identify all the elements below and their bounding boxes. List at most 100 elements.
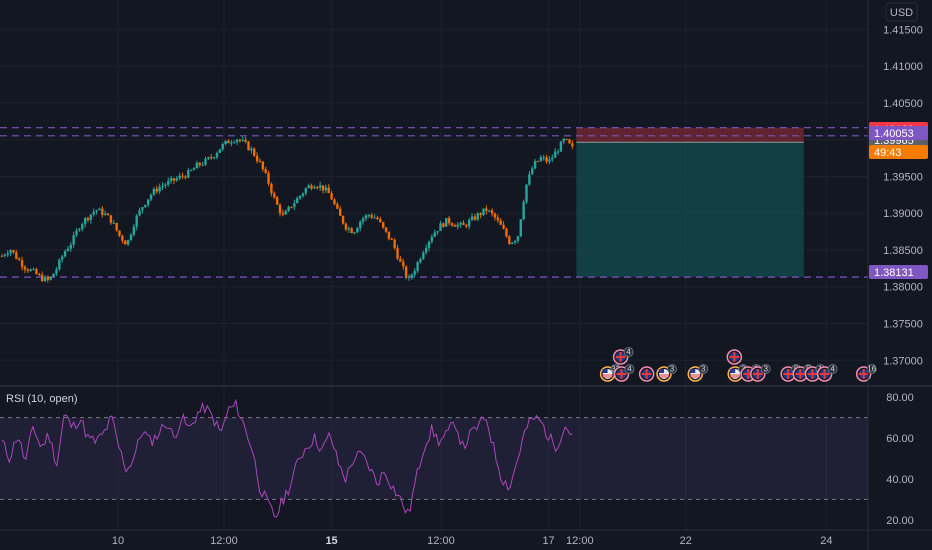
candle-body <box>556 151 560 153</box>
flag-canton <box>659 369 665 373</box>
event-count-badge <box>698 364 709 374</box>
event-marker[interactable] <box>726 349 743 365</box>
candle-body <box>132 226 136 235</box>
candle-body <box>192 168 196 171</box>
candle-body <box>124 240 127 245</box>
candle-body <box>144 204 147 208</box>
event-count-badge <box>624 364 635 374</box>
candle-body <box>482 208 485 216</box>
event-marker[interactable]: 4 <box>613 364 635 382</box>
candle-body <box>235 139 239 143</box>
candle-body <box>161 185 164 187</box>
event-marker[interactable]: 4 <box>816 364 838 382</box>
take-profit-zone[interactable] <box>576 142 804 278</box>
rsi-line <box>1 398 573 518</box>
candle-body <box>267 172 270 184</box>
candle-body <box>35 269 38 275</box>
candle-body <box>344 223 348 230</box>
price-tick-label: 1.38500 <box>883 245 923 257</box>
candle-body <box>230 142 233 144</box>
event-marker[interactable] <box>638 366 655 382</box>
candle-body <box>152 188 156 195</box>
candle-body <box>118 230 121 236</box>
candle-body <box>330 193 333 200</box>
time-tick-label: 17 <box>542 535 554 547</box>
candle-body <box>29 269 32 272</box>
candle-body <box>227 140 230 144</box>
candle-body <box>453 225 457 227</box>
rsi-axis[interactable]: 20.00 40.00 60.00 80.00 <box>886 392 914 527</box>
currency-button[interactable]: USD <box>885 2 918 22</box>
candle-body <box>467 220 471 227</box>
candle-body <box>384 227 388 232</box>
rsi-title[interactable]: RSI (10, open) <box>6 393 78 405</box>
candle-body <box>224 140 227 145</box>
candle-body <box>164 184 167 186</box>
event-count-label: 3 <box>764 365 769 374</box>
candle-body <box>258 161 262 163</box>
time-tick-label: 12:00 <box>210 535 238 547</box>
candle-body <box>407 276 411 278</box>
event-marker[interactable]: 3 <box>750 364 771 382</box>
event-marker[interactable]: 4 <box>612 347 634 365</box>
candle-body <box>135 215 138 227</box>
candle-body <box>275 197 279 205</box>
event-marker[interactable]: 16 <box>855 364 877 382</box>
price-tick-label: 1.37000 <box>883 355 923 367</box>
candle-body <box>316 187 319 189</box>
event-count-label: 4 <box>830 365 835 374</box>
candle-body <box>479 213 482 216</box>
candle-body <box>264 169 267 173</box>
price-tick-label: 1.41500 <box>883 24 923 36</box>
event-count-badge <box>760 364 771 374</box>
candle-body <box>207 157 210 159</box>
candle-body <box>528 174 531 185</box>
candle-body <box>318 185 322 188</box>
candle-body <box>75 230 78 236</box>
candle-body <box>261 161 265 170</box>
candle-body <box>78 229 81 231</box>
candlestick-series <box>0 136 574 283</box>
time-tick-label: 24 <box>820 535 832 547</box>
event-marker[interactable]: 3 <box>656 364 677 382</box>
candle-body <box>290 206 293 208</box>
candle-body <box>63 251 67 257</box>
candle-body <box>490 210 494 214</box>
flag-canton <box>602 369 608 373</box>
event-marker[interactable]: 3 <box>687 364 709 382</box>
candle-body <box>505 228 508 237</box>
candle-body <box>356 228 359 233</box>
candle-body <box>419 259 422 263</box>
time-axis[interactable]: 10 12:00 15 12:00 17 12:00 22 24 <box>112 535 833 547</box>
event-count-label: 16 <box>867 365 876 374</box>
candle-body <box>46 276 50 280</box>
candle-body <box>404 266 408 278</box>
candle-body <box>167 180 170 185</box>
candle-body <box>568 139 571 144</box>
economic-events[interactable]: 433433213551416 <box>599 347 877 382</box>
candle-body <box>281 213 285 215</box>
candle-body <box>393 239 396 248</box>
candle-body <box>112 222 115 224</box>
candle-body <box>493 213 497 218</box>
candle-body <box>499 220 502 225</box>
candle-body <box>413 270 416 275</box>
rsi-tick-label: 20.00 <box>886 515 914 527</box>
candle-body <box>571 143 574 147</box>
stop-loss-zone[interactable] <box>576 127 804 143</box>
candle-body <box>553 151 557 158</box>
event-count-label: 4 <box>626 348 631 357</box>
candle-body <box>361 218 365 222</box>
candle-body <box>336 204 339 209</box>
price-tick-label: 1.40500 <box>883 98 923 110</box>
position-tool[interactable] <box>576 127 804 278</box>
price-label-box <box>869 265 928 279</box>
candle-body <box>178 175 181 179</box>
candle-body <box>253 148 256 156</box>
horizontal-levels[interactable] <box>0 127 868 278</box>
candle-body <box>539 157 543 162</box>
candle-body <box>15 252 18 259</box>
event-count-badge <box>667 364 677 374</box>
price-label-box <box>869 145 928 159</box>
